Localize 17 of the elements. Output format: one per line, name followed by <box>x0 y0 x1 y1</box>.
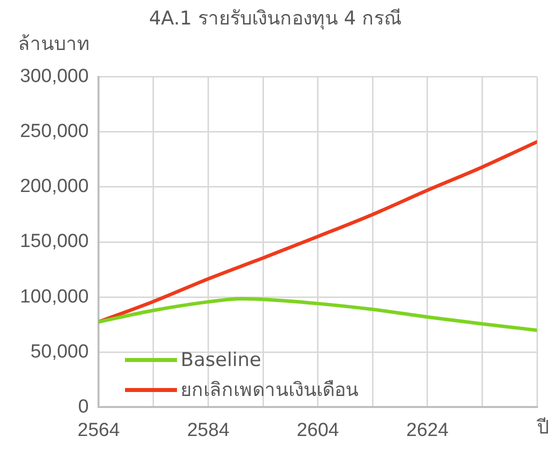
line-series <box>98 296 537 332</box>
y-tick-label: 200,000 <box>20 176 89 198</box>
y-tick-label: 300,000 <box>20 66 89 88</box>
x-axis-title: ปี <box>536 416 549 439</box>
y-tick-label: 250,000 <box>20 121 89 142</box>
y-tick-label: 50,000 <box>30 341 89 362</box>
y-tick-label: 0 <box>78 396 89 418</box>
y-axis-title: ล้านบาท <box>18 33 90 55</box>
x-tick-label: 2584 <box>187 420 230 441</box>
x-tick-label: 2564 <box>78 420 120 441</box>
legend-label: Baseline <box>180 348 262 374</box>
y-tick-label: 100,000 <box>20 286 89 308</box>
chart-title: 4A.1 รายรับเงินกองทุน 4 กรณี <box>148 7 402 30</box>
x-tick-label: 2604 <box>296 420 340 441</box>
legend-label: ยกเลิกเพดานเงินเดือน <box>180 378 359 404</box>
y-tick-label: 150,000 <box>20 231 89 252</box>
x-tick-label: 2624 <box>406 420 449 441</box>
